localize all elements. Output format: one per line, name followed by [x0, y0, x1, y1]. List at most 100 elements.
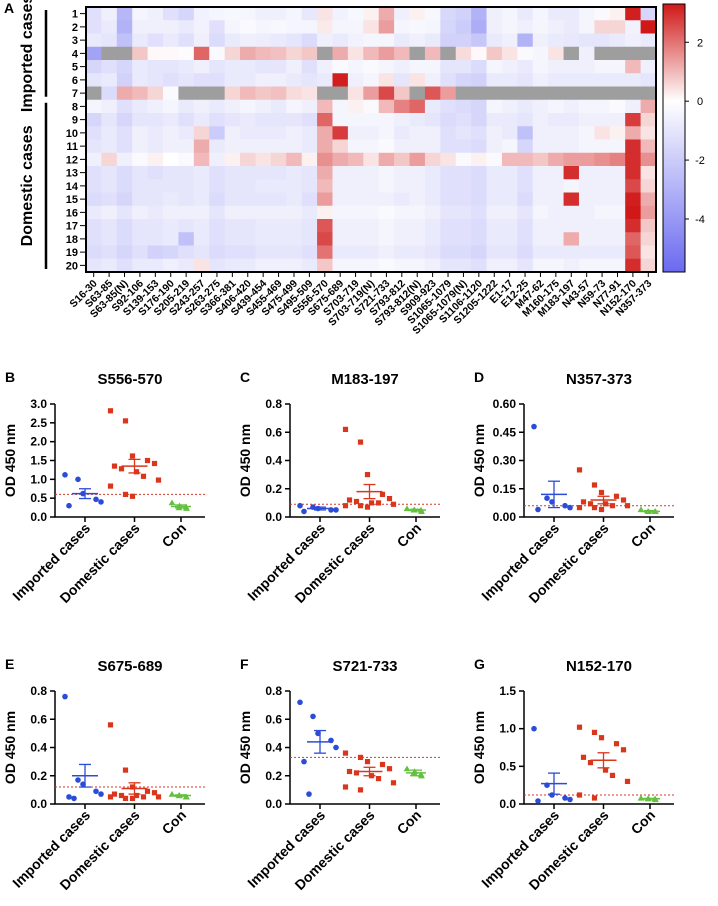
- heatmap-cell: [471, 33, 487, 48]
- heatmap-cell: [132, 86, 149, 101]
- heatmap-row-label: 10: [66, 128, 78, 140]
- heatmap-cell: [178, 7, 195, 21]
- y-axis-label: OD 450 nm: [2, 711, 18, 784]
- heatmap-cell: [101, 113, 118, 127]
- heatmap-cell: [363, 86, 380, 101]
- heatmap-cell: [594, 60, 611, 74]
- data-point: [364, 504, 371, 510]
- heatmap-cell: [455, 232, 472, 246]
- heatmap-cell: [594, 205, 611, 220]
- heatmap-cell: [409, 73, 426, 87]
- heatmap-cell: [255, 192, 272, 207]
- heatmap-cell: [548, 139, 564, 154]
- heatmap-cell: [440, 166, 457, 180]
- heatmap-cell: [163, 205, 179, 220]
- heatmap-cell: [301, 192, 318, 207]
- heatmap-cell: [132, 192, 149, 207]
- heatmap-cell: [193, 258, 210, 273]
- heatmap-cell: [409, 126, 426, 140]
- y-axis-label: OD 450 nm: [2, 424, 18, 497]
- heatmap-cell: [532, 99, 549, 114]
- data-point: [531, 423, 537, 430]
- data-point: [587, 760, 594, 766]
- data-point: [66, 502, 72, 509]
- heatmap-cell: [455, 179, 472, 193]
- heatmap-cell: [224, 86, 241, 101]
- heatmap-cell: [609, 7, 626, 21]
- heatmap-cell: [378, 245, 395, 260]
- heatmap-cell: [455, 245, 472, 260]
- heatmap-cell: [609, 126, 626, 140]
- y-axis-label: OD 450 nm: [237, 424, 253, 497]
- heatmap-cell: [363, 245, 380, 260]
- heatmap-cell: [163, 86, 179, 101]
- heatmap-cell: [270, 60, 287, 74]
- heatmap-cell: [116, 179, 133, 193]
- heatmap-cell: [301, 33, 318, 48]
- heatmap-cell: [163, 113, 179, 127]
- heatmap-cell: [424, 205, 441, 220]
- heatmap-cell: [409, 245, 426, 260]
- heatmap-row-label: 5: [72, 62, 78, 74]
- data-point: [576, 724, 583, 730]
- data-point: [140, 794, 147, 800]
- heatmap-cell: [548, 73, 564, 87]
- heatmap-cell: [455, 152, 472, 167]
- heatmap-cell: [578, 99, 595, 114]
- heatmap-cell: [501, 245, 518, 260]
- heatmap-cell: [455, 166, 472, 180]
- heatmap-cell: [548, 99, 564, 114]
- heatmap-cell: [378, 73, 395, 87]
- heatmap-cell: [594, 86, 611, 101]
- heatmap-cell: [240, 46, 256, 61]
- heatmap-cell: [224, 126, 241, 140]
- colorbar: [662, 3, 686, 273]
- heatmap-cell: [332, 245, 349, 260]
- heatmap-cell: [440, 179, 457, 193]
- heatmap-cell: [178, 232, 195, 246]
- heatmap-cell: [301, 73, 318, 87]
- y-tick-label: 3.0: [30, 397, 47, 411]
- heatmap-row-label: 16: [66, 207, 78, 219]
- heatmap-cell: [394, 126, 410, 140]
- heatmap-cell: [424, 33, 441, 48]
- heatmap-cell: [640, 60, 657, 74]
- data-point: [297, 502, 303, 509]
- heatmap-cell: [563, 60, 580, 74]
- heatmap-cell: [301, 139, 318, 154]
- y-tick-label: 0.45: [493, 425, 517, 439]
- heatmap-cell: [240, 86, 256, 101]
- heatmap-cell: [424, 99, 441, 114]
- heatmap-cell: [424, 152, 441, 167]
- heatmap-cell: [625, 46, 641, 61]
- heatmap-cell: [317, 7, 333, 21]
- heatmap-cell: [193, 152, 210, 167]
- heatmap-cell: [86, 7, 102, 21]
- heatmap-cell: [101, 192, 118, 207]
- heatmap-cell: [116, 113, 133, 127]
- y-tick-label: 0.5: [30, 491, 47, 505]
- heatmap-cell: [563, 192, 580, 207]
- group-label: Domestic cases: [19, 125, 36, 246]
- heatmap-cell: [332, 73, 349, 87]
- heatmap-cell: [578, 258, 595, 273]
- heatmap-cell: [424, 60, 441, 74]
- data-point: [122, 418, 129, 424]
- heatmap-cell: [363, 205, 380, 220]
- heatmap-cell: [101, 219, 118, 233]
- heatmap-cell: [209, 46, 226, 61]
- heatmap-cell: [301, 20, 318, 34]
- heatmap-cell: [440, 205, 457, 220]
- heatmap-cell: [609, 179, 626, 193]
- x-category-label: Con: [159, 807, 190, 838]
- heatmap-cell: [563, 99, 580, 114]
- heatmap-cell: [347, 20, 364, 34]
- heatmap-cell: [178, 113, 195, 127]
- heatmap-cell: [517, 205, 534, 220]
- data-point: [576, 467, 583, 473]
- heatmap-cell: [240, 60, 256, 74]
- heatmap-cell: [594, 192, 611, 207]
- heatmap-cell: [286, 139, 303, 154]
